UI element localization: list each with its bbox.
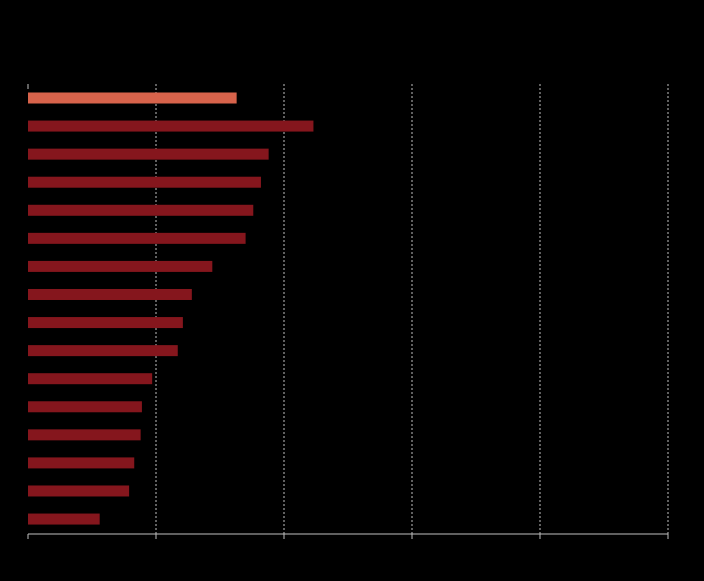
bar-16 xyxy=(28,513,100,525)
bars xyxy=(28,92,314,525)
bar-12 xyxy=(28,401,142,413)
bar-10 xyxy=(28,345,178,357)
x-axis xyxy=(27,84,669,539)
grid-lines xyxy=(155,84,669,534)
bar-15 xyxy=(28,485,130,497)
bar-11 xyxy=(28,373,153,385)
bar-1 xyxy=(28,92,237,104)
bar-14 xyxy=(28,457,135,469)
bar-2 xyxy=(28,120,314,132)
bar-7 xyxy=(28,260,213,272)
bar-5 xyxy=(28,204,254,216)
bar-8 xyxy=(28,288,192,300)
bar-13 xyxy=(28,429,141,441)
bar-4 xyxy=(28,176,261,188)
bar-6 xyxy=(28,232,246,244)
bar-3 xyxy=(28,148,269,160)
bar-9 xyxy=(28,317,183,329)
